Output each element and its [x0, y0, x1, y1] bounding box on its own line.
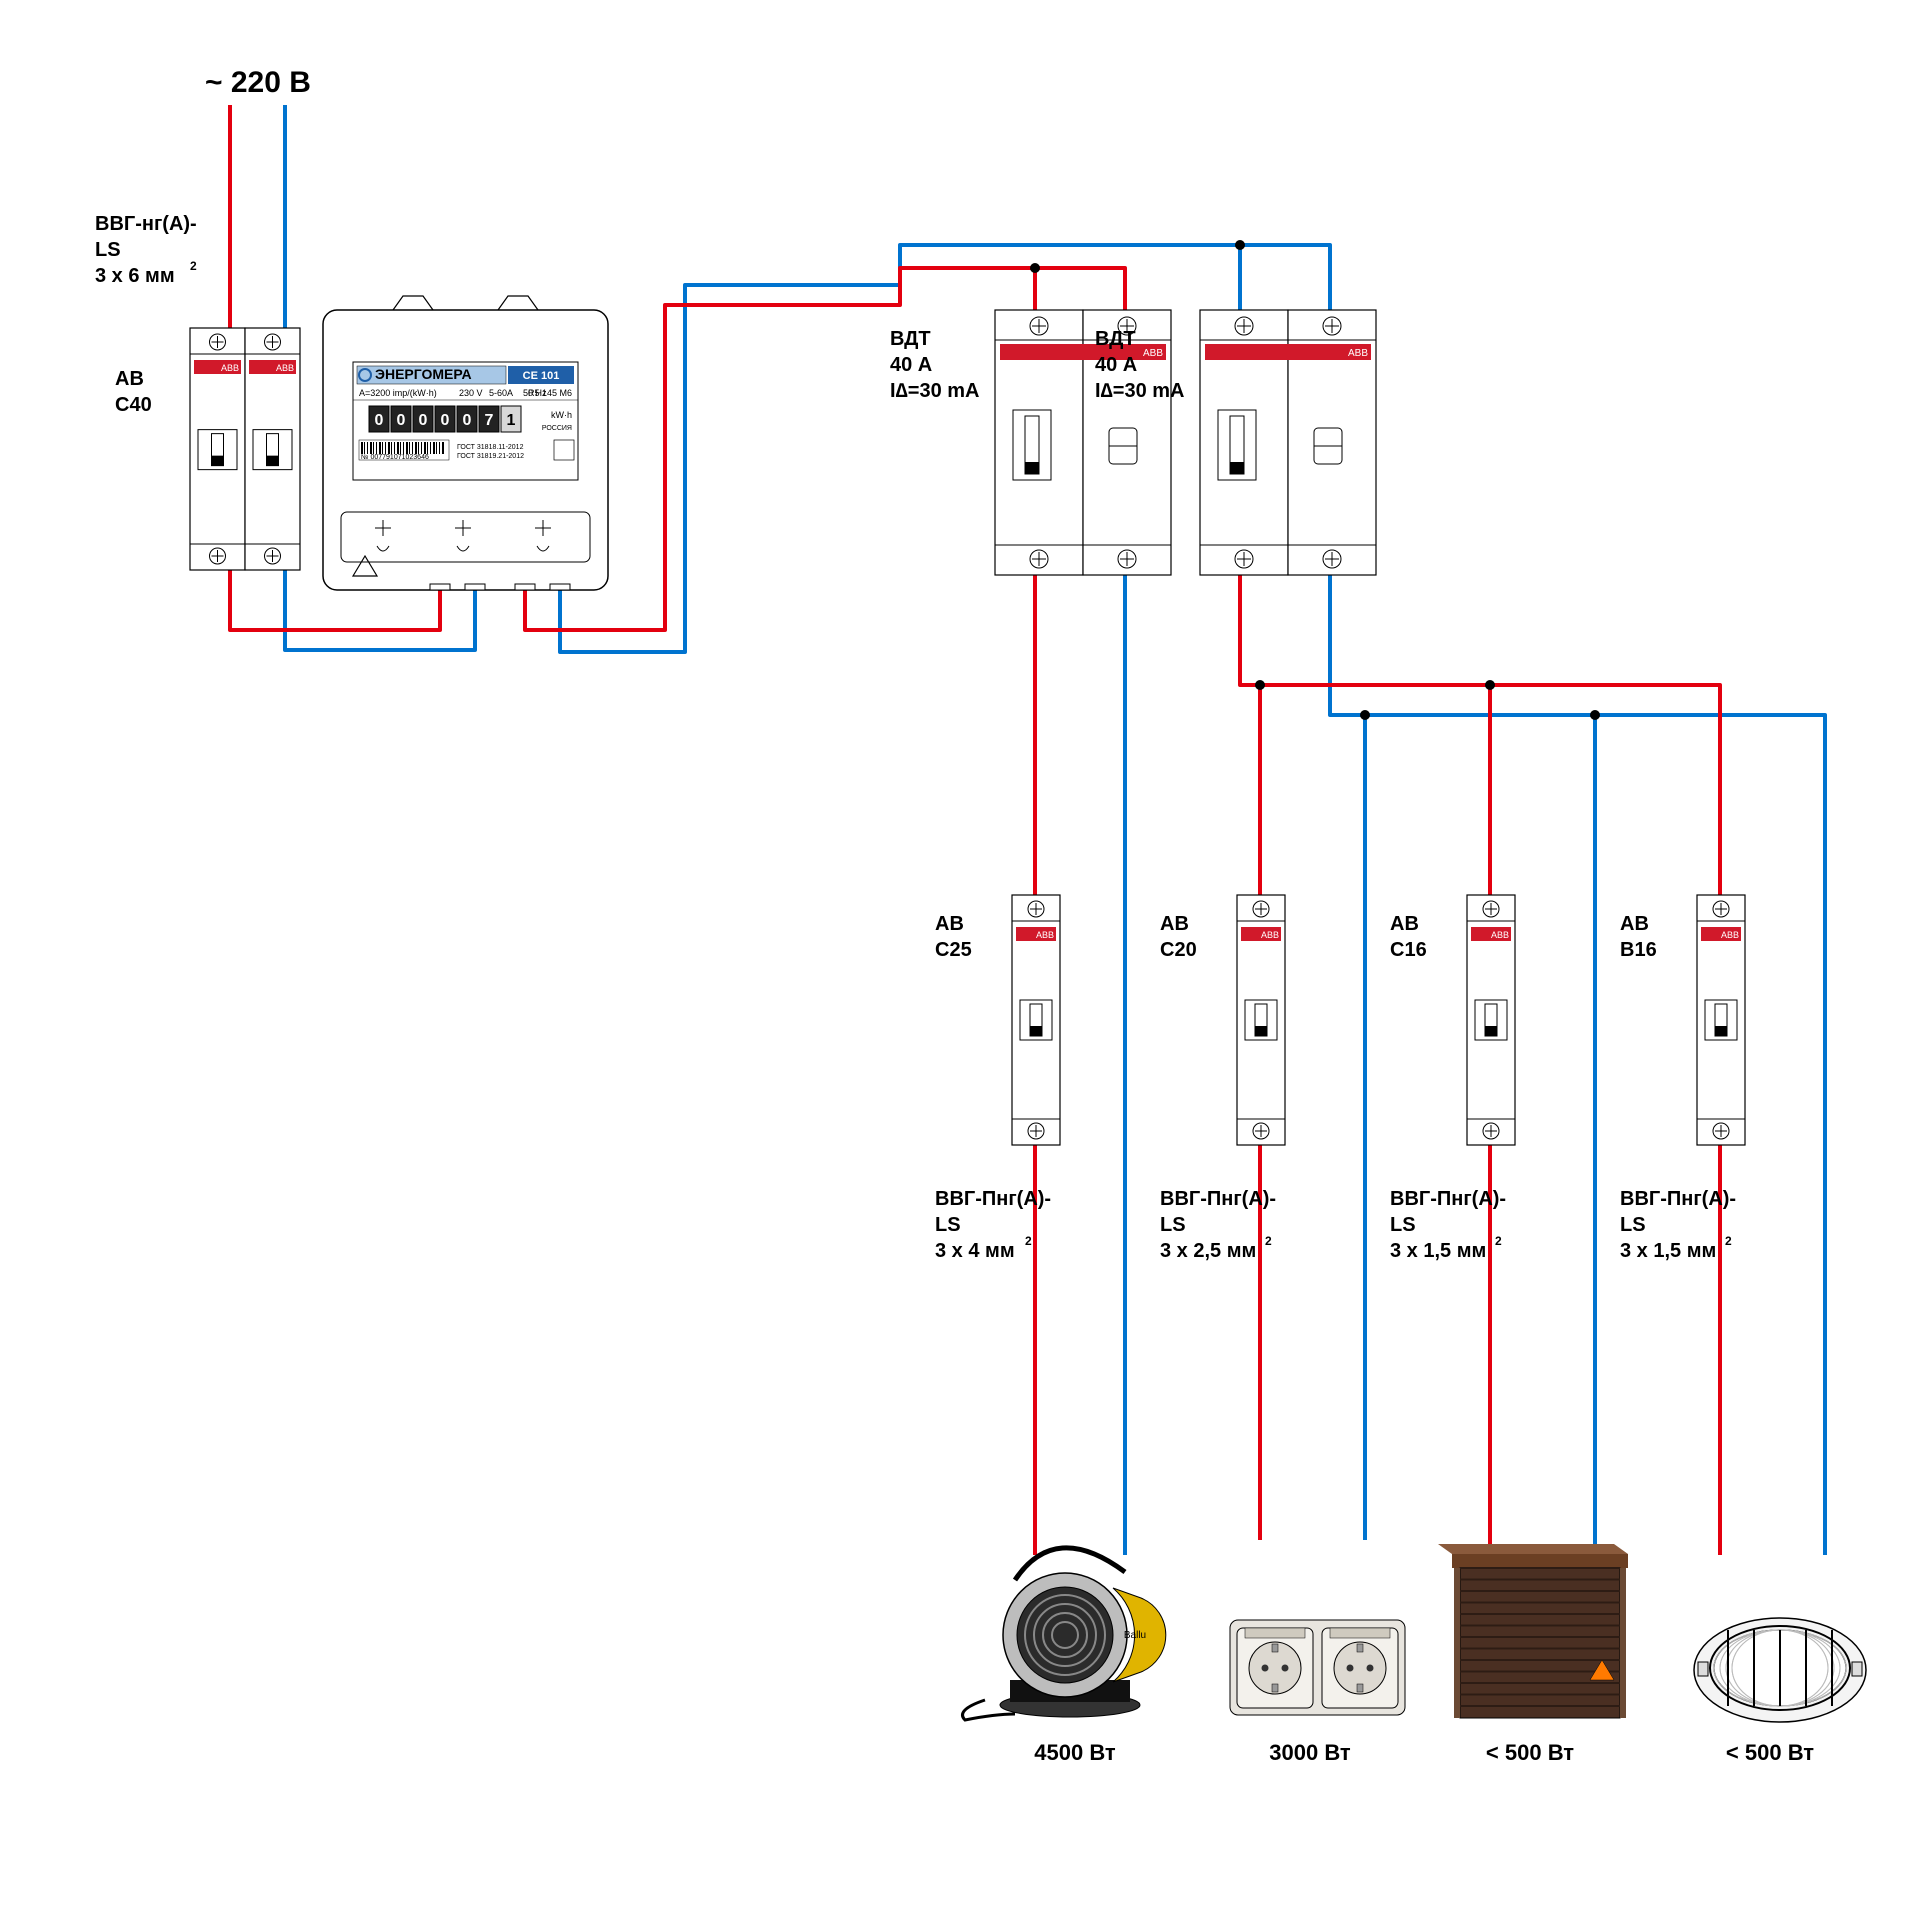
svg-text:CE 101: CE 101 — [523, 370, 560, 382]
svg-text:2: 2 — [1025, 1234, 1032, 1248]
svg-text:ВВГ-Пнг(А)-: ВВГ-Пнг(А)- — [1620, 1188, 1736, 1210]
svg-text:230 V: 230 V — [459, 388, 483, 398]
svg-text:0: 0 — [397, 412, 406, 429]
svg-text:LS: LS — [1620, 1214, 1646, 1236]
svg-text:LS: LS — [1160, 1214, 1186, 1236]
svg-text:I∆=30 mA: I∆=30 mA — [1095, 380, 1185, 402]
svg-text:A=3200 imp/(kW·h): A=3200 imp/(kW·h) — [359, 388, 437, 398]
svg-text:С40: С40 — [115, 394, 152, 416]
svg-text:R5 145 M6: R5 145 M6 — [528, 388, 572, 398]
svg-text:С25: С25 — [935, 939, 972, 961]
svg-text:2: 2 — [1725, 1234, 1732, 1248]
svg-text:ABB: ABB — [1491, 930, 1509, 940]
svg-text:ВДТ: ВДТ — [890, 328, 931, 350]
svg-text:kW·h: kW·h — [551, 410, 572, 420]
svg-text:2: 2 — [190, 259, 197, 273]
svg-text:ABB: ABB — [1036, 930, 1054, 940]
svg-text:ABB: ABB — [1721, 930, 1739, 940]
svg-text:С16: С16 — [1390, 939, 1427, 961]
svg-text:В16: В16 — [1620, 939, 1657, 961]
svg-text:ВВГ-Пнг(А)-: ВВГ-Пнг(А)- — [935, 1188, 1051, 1210]
svg-text:РОССИЯ: РОССИЯ — [542, 425, 572, 432]
svg-text:Ballu: Ballu — [1124, 1630, 1146, 1641]
svg-text:3000 Вт: 3000 Вт — [1269, 1740, 1351, 1765]
svg-text:ГОСТ 31818.11-2012: ГОСТ 31818.11-2012 — [457, 444, 524, 451]
svg-text:0: 0 — [463, 412, 472, 429]
svg-text:5-60A: 5-60A — [489, 388, 513, 398]
svg-text:ABB: ABB — [1348, 348, 1368, 359]
svg-text:ABB: ABB — [1143, 348, 1163, 359]
svg-text:< 500 Вт: < 500 Вт — [1486, 1740, 1574, 1765]
svg-text:3 х 1,5 мм: 3 х 1,5 мм — [1390, 1240, 1486, 1262]
svg-text:ABB: ABB — [276, 363, 294, 373]
svg-text:1: 1 — [507, 412, 516, 429]
svg-text:LS: LS — [1390, 1214, 1416, 1236]
svg-text:3 х 2,5 мм: 3 х 2,5 мм — [1160, 1240, 1256, 1262]
svg-text:3 х 6 мм: 3 х 6 мм — [95, 265, 175, 287]
svg-text:3 х 1,5 мм: 3 х 1,5 мм — [1620, 1240, 1716, 1262]
svg-text:~ 220 В: ~ 220 В — [205, 66, 311, 99]
svg-text:LS: LS — [95, 239, 121, 261]
svg-text:С20: С20 — [1160, 939, 1197, 961]
svg-text:ГОСТ 31819.21-2012: ГОСТ 31819.21-2012 — [457, 453, 524, 460]
svg-text:№ 007791071023646: № 007791071023646 — [361, 454, 429, 461]
svg-text:2: 2 — [1495, 1234, 1502, 1248]
svg-text:АВ: АВ — [115, 368, 144, 390]
svg-text:0: 0 — [441, 412, 450, 429]
svg-text:2: 2 — [1265, 1234, 1272, 1248]
svg-text:I∆=30 mA: I∆=30 mA — [890, 380, 980, 402]
svg-text:ВДТ: ВДТ — [1095, 328, 1136, 350]
svg-text:0: 0 — [375, 412, 384, 429]
svg-text:0: 0 — [419, 412, 428, 429]
svg-text:ВВГ-Пнг(А)-: ВВГ-Пнг(А)- — [1390, 1188, 1506, 1210]
svg-text:ABB: ABB — [221, 363, 239, 373]
svg-text:40 А: 40 А — [1095, 354, 1137, 376]
svg-text:4500 Вт: 4500 Вт — [1034, 1740, 1116, 1765]
svg-text:ВВГ-Пнг(А)-: ВВГ-Пнг(А)- — [1160, 1188, 1276, 1210]
svg-text:7: 7 — [485, 412, 494, 429]
svg-text:LS: LS — [935, 1214, 961, 1236]
svg-text:40 А: 40 А — [890, 354, 932, 376]
svg-text:ABB: ABB — [1261, 930, 1279, 940]
svg-text:АВ: АВ — [1390, 913, 1419, 935]
svg-text:< 500 Вт: < 500 Вт — [1726, 1740, 1814, 1765]
svg-text:ВВГ-нг(А)-: ВВГ-нг(А)- — [95, 213, 197, 235]
svg-text:3 х 4 мм: 3 х 4 мм — [935, 1240, 1015, 1262]
svg-text:АВ: АВ — [935, 913, 964, 935]
svg-text:АВ: АВ — [1620, 913, 1649, 935]
svg-text:ЭНЕРГОМЕРА: ЭНЕРГОМЕРА — [375, 366, 472, 382]
svg-text:АВ: АВ — [1160, 913, 1189, 935]
